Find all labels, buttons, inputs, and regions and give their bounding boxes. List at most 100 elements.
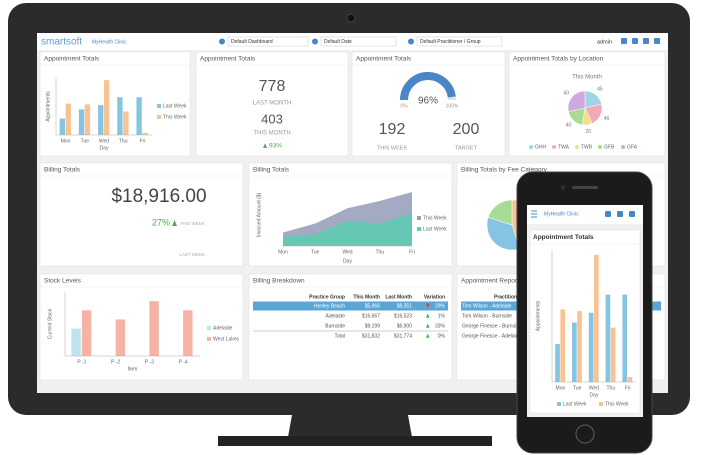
gauge-value-arc [400,72,456,101]
this-month-label: THIS MONTH [253,131,290,137]
legend-swatch [621,145,625,149]
legend-swatch [207,337,211,341]
table-header: Practice Group [309,294,345,300]
billing-amount: $18,916.00 [111,186,206,207]
pie-slice [567,90,586,112]
legend-label: West Lakes [213,336,240,342]
legend-swatch [157,104,161,108]
bar [142,132,148,135]
table-cell: 29% [435,303,446,309]
panel-title: Appointment Totals [44,56,100,63]
trend-up-icon [172,220,177,226]
phone-camera [561,185,565,190]
toolbar-icon[interactable] [643,38,649,44]
panel-title: Stock Levels [44,278,82,285]
phone-top-bar [527,205,643,224]
this-week-value: 192 [379,121,406,138]
row-highlight[interactable] [253,301,448,311]
pie-subtitle: This Month [572,75,602,81]
bar [555,344,560,382]
legend-label: GFA [627,144,638,150]
dropdown[interactable] [227,36,309,47]
table-header: Last Month [385,294,412,300]
bar [59,118,66,135]
bar [588,312,594,382]
table-cell: $8,351 [397,303,413,309]
table-cell: 1% [438,313,446,319]
y-axis-label: Appointments [535,300,541,331]
pie-slice [486,216,521,251]
table-header: Variation [424,294,445,300]
toolbar-icon[interactable] [621,38,627,44]
table-cell: Henley Beach [314,303,345,309]
bar [81,310,92,356]
table-cell: $6,900 [397,323,413,329]
x-axis-label: Day [590,392,599,398]
x-tick-label: Mon [278,249,288,255]
panel [39,162,244,267]
dropdown-label: Default Date [324,39,352,45]
table-cell: Tom Wilson - Adelaide [462,303,512,309]
bar [65,103,71,135]
dropdown[interactable] [320,36,397,47]
bar [104,80,110,135]
phone-speaker [572,186,598,189]
x-tick-label: Fri [409,249,415,255]
panel-title: Billing Totals by Fee Category [461,167,548,174]
bar [622,294,628,382]
legend-label: Last Week [563,401,587,407]
x-tick-label: Wed [99,138,109,144]
bar [98,105,104,135]
x-axis-label: Item [128,366,138,372]
billing-change: 27% [152,217,170,227]
pie-value-label: 60 [564,90,570,96]
legend-swatch [557,402,561,406]
dropdown[interactable] [416,36,503,47]
target-label: TARGET [455,145,478,151]
legend-swatch [599,402,603,406]
bar [123,111,129,135]
legend-label: GHH [535,144,547,150]
trend-up-icon [426,323,430,328]
billing-change-label: THIS WEEK [180,221,205,226]
x-tick-label: Fri [139,138,145,144]
table-cell: George Finesse - Burnside [462,323,522,329]
x-tick-label: P -2 [111,359,120,365]
toolbar-icon[interactable] [605,211,611,217]
table-cell: $16,523 [394,313,412,319]
dropdown-icon[interactable] [219,38,225,45]
x-tick-label: P -4 [179,359,188,365]
this-week-label: THIS WEEK [377,145,408,151]
trend-up-icon [263,143,267,148]
change-value: 93% [269,143,282,150]
toolbar-icon[interactable] [617,211,623,217]
legend-swatch [529,145,533,149]
dropdown-icon[interactable] [408,38,414,45]
legend-swatch [157,115,161,119]
y-axis-label: Current Stock [47,308,53,339]
pie-value-label: 46 [604,116,610,122]
monitor-neck [288,415,412,437]
dropdown-icon[interactable] [312,38,318,45]
legend-label: Adelaide [213,325,233,331]
last-month-label: LAST MONTH [253,101,292,107]
panel [248,273,453,381]
table-cell: Burnside [325,323,345,329]
x-tick-label: Mon [556,385,566,391]
toolbar-icon[interactable] [654,38,660,44]
toolbar-icon[interactable] [629,211,635,217]
phone-home-button[interactable] [575,424,595,444]
y-axis-label: Invoiced Amount ($) [256,192,262,237]
table-cell: Tom Wilson - Burnside [462,313,512,319]
panel [195,51,349,157]
pie-value-label: 20 [585,129,591,135]
toolbar-icon[interactable] [632,38,638,44]
billing-last-label: LAST WEEK [179,252,205,257]
y-axis-label: Appointments [45,91,51,122]
x-tick-label: Thu [606,385,615,391]
legend-swatch [598,145,602,149]
table-cell: $5,966 [365,303,381,309]
legend-swatch [417,227,421,231]
table-cell: $9,199 [365,323,381,329]
bar [71,328,81,356]
